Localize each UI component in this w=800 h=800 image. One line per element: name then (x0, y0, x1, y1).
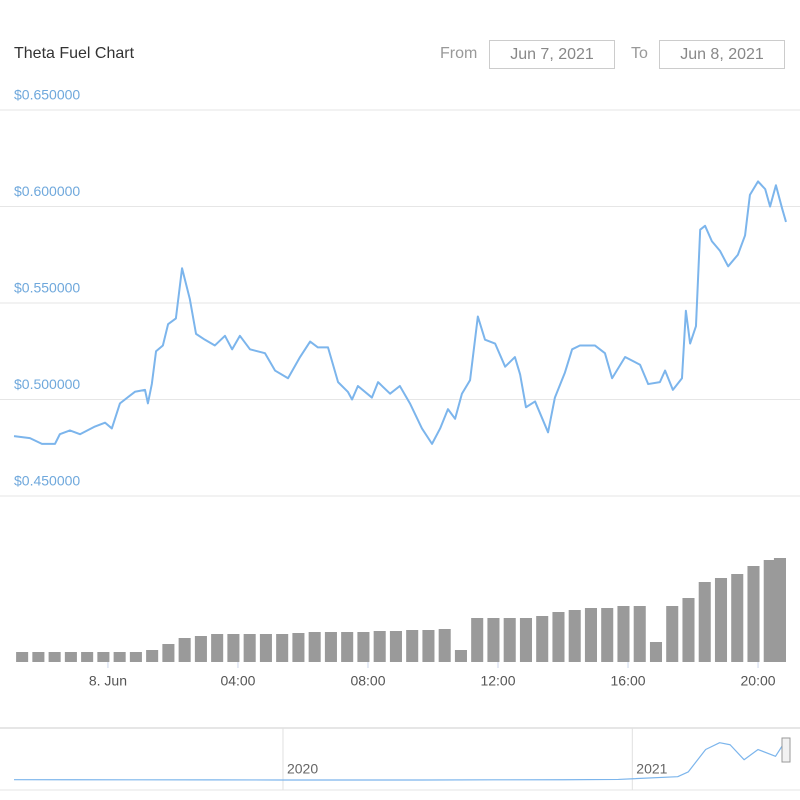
x-tick-label: 20:00 (741, 673, 776, 689)
x-tick-label: 8. Jun (89, 673, 127, 689)
volume-bar (194, 636, 207, 662)
y-tick-label: $0.600000 (14, 183, 80, 199)
volume-bar (406, 630, 419, 662)
volume-bar (487, 618, 500, 662)
volume-bar (471, 618, 484, 662)
volume-bar (16, 652, 29, 662)
volume-bar (552, 612, 565, 662)
x-tick-label: 12:00 (480, 673, 515, 689)
navigator-handle[interactable] (781, 737, 791, 763)
volume-bar (81, 652, 94, 662)
to-date-input[interactable]: Jun 8, 2021 (659, 40, 785, 69)
volume-bar (698, 582, 711, 662)
volume-bar (649, 642, 663, 662)
from-date-input[interactable]: Jun 7, 2021 (489, 40, 615, 69)
navigator-line (13, 739, 787, 781)
volume-bar (584, 608, 597, 662)
chart-title: Theta Fuel Chart (14, 45, 135, 62)
volume-bar (32, 652, 45, 662)
volume-bar (682, 598, 695, 662)
volume-bar (259, 634, 272, 662)
volume-bar (292, 633, 305, 662)
volume-bar (324, 632, 337, 662)
volume-bar (373, 631, 386, 662)
y-tick-label: $0.650000 (14, 87, 80, 103)
y-tick-label: $0.500000 (14, 376, 80, 392)
volume-bar (97, 652, 110, 662)
volume-bar (601, 608, 614, 662)
volume-bar (162, 644, 175, 662)
volume-bar (773, 558, 786, 662)
volume-bar (227, 634, 240, 662)
volume-bar (341, 632, 354, 662)
to-label: To (631, 45, 648, 62)
volume-bar (129, 652, 142, 662)
volume-bar (503, 618, 516, 662)
volume-bar (308, 632, 321, 662)
volume-bar (454, 650, 467, 662)
volume-bar (64, 652, 77, 662)
navigator-tick-label: 2021 (636, 761, 667, 777)
volume-bar (438, 629, 451, 662)
x-tick-label: 04:00 (220, 673, 255, 689)
volume-bar (48, 652, 61, 662)
volume-bar (731, 574, 744, 662)
volume-bar (357, 632, 370, 662)
volume-bar (633, 606, 646, 662)
volume-bar (422, 630, 435, 662)
volume-bar (763, 560, 776, 662)
x-tick-label: 08:00 (350, 673, 385, 689)
price-line (13, 180, 787, 445)
volume-bar (243, 634, 256, 662)
x-tick-label: 16:00 (611, 673, 646, 689)
volume-bar (178, 638, 191, 662)
volume-bar (536, 616, 549, 662)
navigator-tick-label: 2020 (287, 761, 318, 777)
volume-bar (389, 631, 402, 662)
volume-bar (211, 634, 224, 662)
volume-bar (276, 634, 289, 662)
volume-bar (617, 606, 630, 662)
from-label: From (440, 45, 478, 62)
volume-bar (113, 652, 126, 662)
volume-bar (568, 610, 581, 662)
volume-bar (747, 566, 760, 662)
volume-bar (519, 618, 532, 662)
volume-bar (666, 606, 679, 662)
y-tick-label: $0.550000 (14, 280, 80, 296)
volume-bar (714, 578, 728, 662)
volume-bar (146, 650, 159, 662)
y-tick-label: $0.450000 (14, 473, 80, 489)
